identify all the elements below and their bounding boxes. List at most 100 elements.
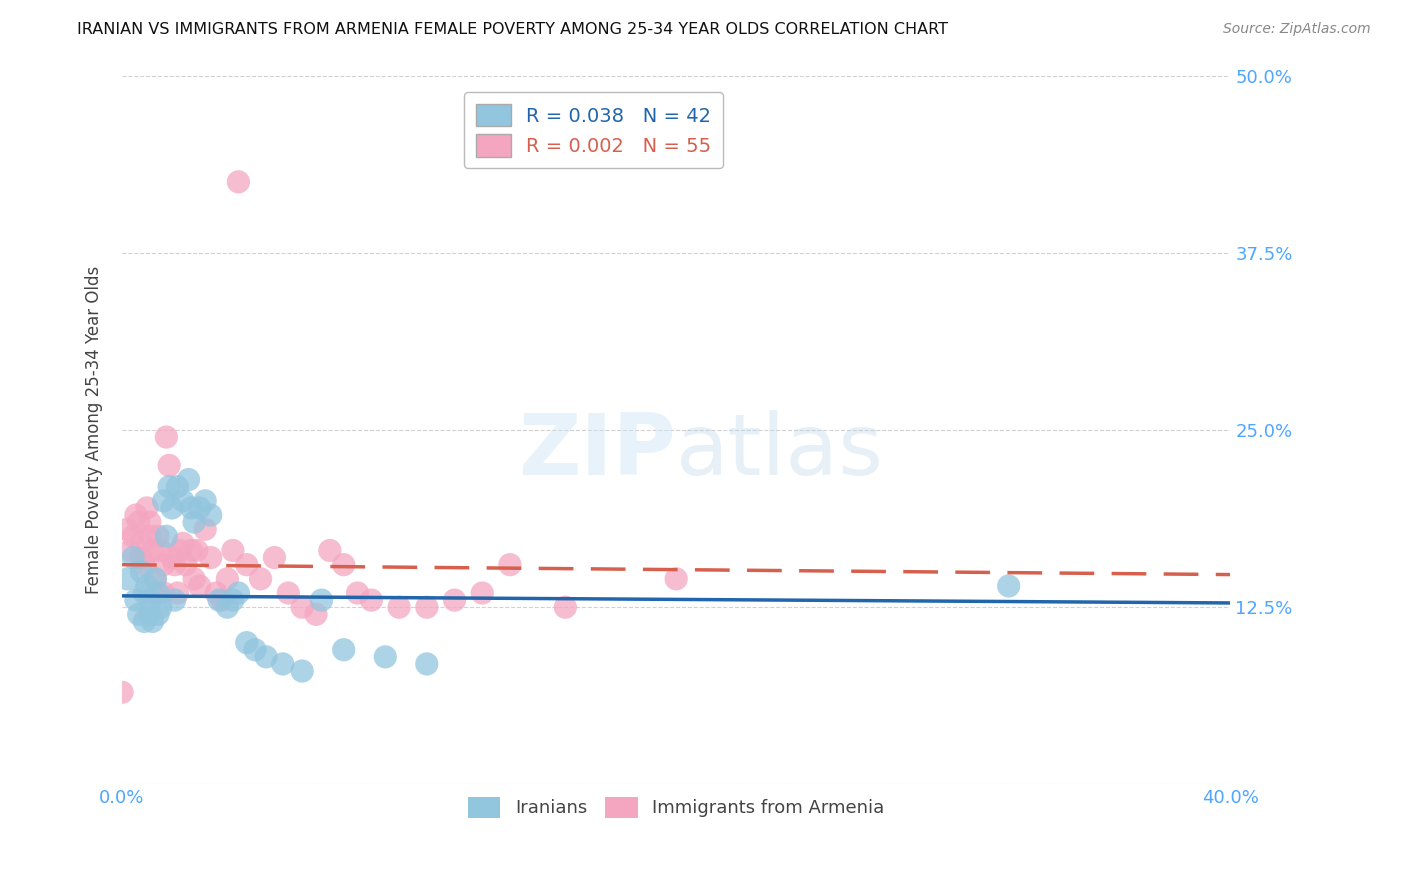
Point: [177, 473, 200, 487]
Point: [186, 543, 208, 558]
Point: [222, 593, 245, 607]
Point: [249, 572, 271, 586]
Point: [146, 529, 169, 543]
Point: [374, 649, 396, 664]
Point: [172, 494, 194, 508]
Point: [416, 657, 439, 671]
Y-axis label: Female Poverty Among 25-34 Year Olds: Female Poverty Among 25-34 Year Olds: [86, 266, 103, 594]
Point: [136, 579, 159, 593]
Point: [125, 593, 148, 607]
Point: [131, 550, 153, 565]
Point: [134, 586, 156, 600]
Point: [416, 600, 439, 615]
Point: [228, 586, 250, 600]
Point: [554, 600, 576, 615]
Point: [254, 649, 277, 664]
Point: [163, 593, 186, 607]
Point: [152, 586, 174, 600]
Point: [188, 500, 211, 515]
Point: [131, 536, 153, 550]
Point: [205, 586, 228, 600]
Point: [160, 500, 183, 515]
Point: [200, 508, 222, 522]
Point: [149, 543, 172, 558]
Point: [166, 480, 188, 494]
Point: [146, 607, 169, 622]
Point: [222, 543, 245, 558]
Point: [194, 522, 217, 536]
Point: [174, 558, 197, 572]
Point: [139, 529, 162, 543]
Text: Source: ZipAtlas.com: Source: ZipAtlas.com: [1223, 22, 1371, 37]
Point: [143, 572, 166, 586]
Point: [665, 572, 688, 586]
Point: [143, 572, 166, 586]
Point: [305, 607, 328, 622]
Point: [172, 536, 194, 550]
Point: [235, 635, 257, 649]
Point: [499, 558, 522, 572]
Point: [166, 586, 188, 600]
Point: [117, 572, 139, 586]
Point: [160, 550, 183, 565]
Point: [997, 579, 1019, 593]
Point: [139, 593, 162, 607]
Point: [180, 500, 202, 515]
Point: [139, 607, 162, 622]
Point: [134, 615, 156, 629]
Point: [319, 543, 342, 558]
Point: [152, 558, 174, 572]
Point: [163, 558, 186, 572]
Point: [117, 522, 139, 536]
Point: [211, 593, 233, 607]
Point: [122, 529, 145, 543]
Point: [122, 550, 145, 565]
Point: [188, 579, 211, 593]
Point: [149, 600, 172, 615]
Point: [136, 500, 159, 515]
Point: [111, 685, 134, 699]
Point: [200, 550, 222, 565]
Point: [180, 543, 202, 558]
Text: atlas: atlas: [676, 409, 884, 492]
Point: [125, 508, 148, 522]
Point: [360, 593, 382, 607]
Point: [128, 515, 150, 529]
Point: [157, 480, 180, 494]
Point: [141, 615, 163, 629]
Point: [152, 494, 174, 508]
Point: [183, 572, 205, 586]
Point: [128, 607, 150, 622]
Point: [183, 515, 205, 529]
Point: [228, 175, 250, 189]
Point: [443, 593, 465, 607]
Text: IRANIAN VS IMMIGRANTS FROM ARMENIA FEMALE POVERTY AMONG 25-34 YEAR OLDS CORRELAT: IRANIAN VS IMMIGRANTS FROM ARMENIA FEMAL…: [77, 22, 948, 37]
Point: [146, 586, 169, 600]
Point: [471, 586, 494, 600]
Point: [141, 543, 163, 558]
Point: [134, 558, 156, 572]
Point: [139, 515, 162, 529]
Point: [277, 586, 299, 600]
Point: [157, 458, 180, 473]
Point: [120, 543, 142, 558]
Point: [194, 494, 217, 508]
Point: [311, 593, 333, 607]
Point: [271, 657, 294, 671]
Legend: Iranians, Immigrants from Armenia: Iranians, Immigrants from Armenia: [461, 789, 891, 825]
Point: [332, 558, 354, 572]
Point: [155, 430, 177, 444]
Point: [388, 600, 411, 615]
Point: [208, 593, 231, 607]
Point: [217, 572, 239, 586]
Point: [291, 664, 314, 678]
Point: [169, 543, 191, 558]
Point: [217, 600, 239, 615]
Text: ZIP: ZIP: [519, 409, 676, 492]
Point: [243, 642, 266, 657]
Point: [235, 558, 257, 572]
Point: [291, 600, 314, 615]
Point: [346, 586, 368, 600]
Point: [155, 529, 177, 543]
Point: [143, 586, 166, 600]
